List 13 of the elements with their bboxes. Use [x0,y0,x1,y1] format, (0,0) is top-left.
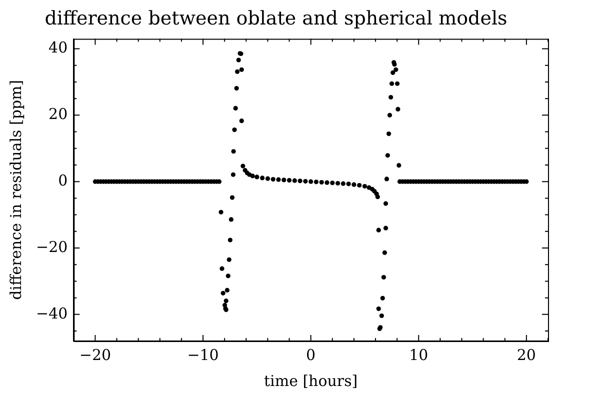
chart-title: difference between oblate and spherical models [44,7,508,30]
x-tick-label: −20 [79,346,112,364]
y-tick-label: −20 [36,238,68,256]
y-tick-label: 0 [58,171,68,190]
x-tick-label: 20 [516,346,536,364]
x-tick-label: −10 [187,346,219,364]
y-tick-label: −40 [36,304,68,322]
x-tick-label: 0 [306,346,316,364]
x-tick-label: 10 [409,346,428,364]
y-tick-label: 20 [48,105,68,124]
x-axis-title: time [hours] [264,372,358,390]
y-tick-label: 40 [48,38,68,57]
y-axis-title: difference in residuals [ppm] [6,80,25,300]
